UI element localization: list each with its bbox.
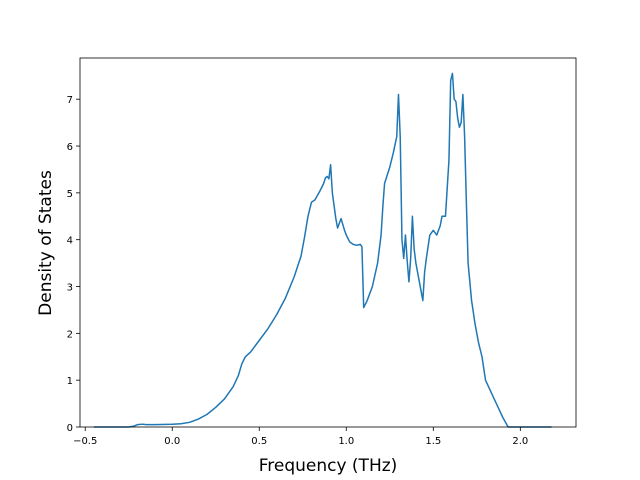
x-tick-label: 0.0: [164, 436, 180, 447]
y-tick-label: 7: [67, 95, 73, 106]
x-tick-label: 0.5: [251, 436, 267, 447]
plot-frame: [79, 57, 577, 428]
x-tick-label: −0.5: [73, 436, 97, 447]
y-tick-label: 3: [67, 283, 73, 294]
y-tick-label: 2: [67, 329, 73, 340]
x-tick-label: 2.0: [512, 436, 528, 447]
y-tick-label: 0: [67, 423, 73, 434]
y-tick-label: 6: [67, 142, 73, 153]
y-axis-label: Density of States: [36, 170, 56, 316]
x-axis-ticks: −0.5 0.0 0.5 1.0 1.5 2.0: [73, 427, 528, 447]
y-tick-label: 4: [67, 236, 73, 247]
plot-area: [79, 57, 577, 428]
y-tick-label: 1: [67, 376, 73, 387]
y-tick-label: 5: [67, 189, 73, 200]
dos-series-line: [93, 72, 552, 428]
x-tick-label: 1.5: [425, 436, 441, 447]
y-axis-ticks: 0 1 2 3 4 5 6 7: [67, 95, 80, 434]
x-axis-label: Frequency (THz): [259, 456, 398, 476]
x-tick-label: 1.0: [338, 436, 354, 447]
